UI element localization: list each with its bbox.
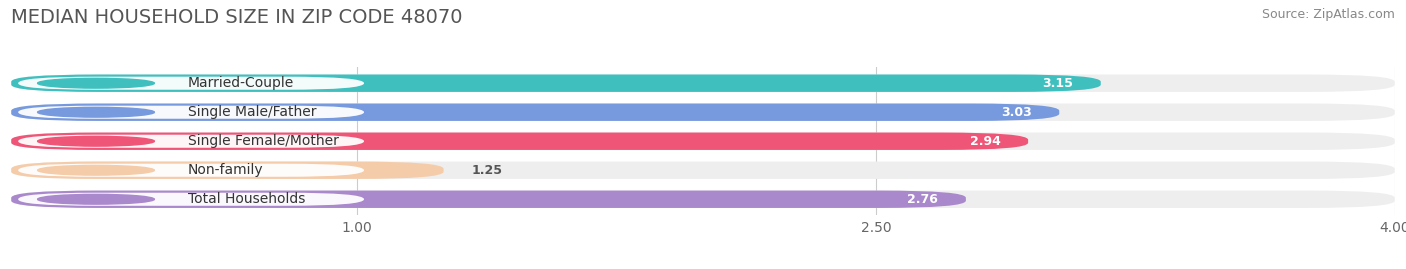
Text: Married-Couple: Married-Couple [187,76,294,90]
FancyBboxPatch shape [11,75,1101,92]
FancyBboxPatch shape [11,104,1395,121]
FancyBboxPatch shape [18,106,364,119]
FancyBboxPatch shape [18,77,364,90]
Text: 2.94: 2.94 [970,135,1001,148]
FancyBboxPatch shape [11,133,1395,150]
FancyBboxPatch shape [11,190,1395,208]
FancyBboxPatch shape [11,104,1059,121]
FancyBboxPatch shape [18,193,364,206]
Text: 2.76: 2.76 [907,193,938,206]
Text: Single Female/Mother: Single Female/Mother [187,134,339,148]
Text: 3.15: 3.15 [1042,77,1073,90]
FancyBboxPatch shape [18,135,364,148]
Circle shape [38,136,155,146]
Text: 3.03: 3.03 [1001,106,1032,119]
Circle shape [38,78,155,88]
FancyBboxPatch shape [11,190,966,208]
FancyBboxPatch shape [11,161,444,179]
Text: Total Households: Total Households [187,192,305,206]
FancyBboxPatch shape [11,75,1395,92]
Text: Non-family: Non-family [187,163,263,177]
Circle shape [38,107,155,117]
Text: Single Male/Father: Single Male/Father [187,105,316,119]
FancyBboxPatch shape [18,164,364,177]
Text: Source: ZipAtlas.com: Source: ZipAtlas.com [1261,8,1395,21]
Text: 1.25: 1.25 [471,164,502,177]
Circle shape [38,165,155,175]
FancyBboxPatch shape [11,161,1395,179]
FancyBboxPatch shape [11,133,1028,150]
Text: MEDIAN HOUSEHOLD SIZE IN ZIP CODE 48070: MEDIAN HOUSEHOLD SIZE IN ZIP CODE 48070 [11,8,463,27]
Circle shape [38,194,155,204]
